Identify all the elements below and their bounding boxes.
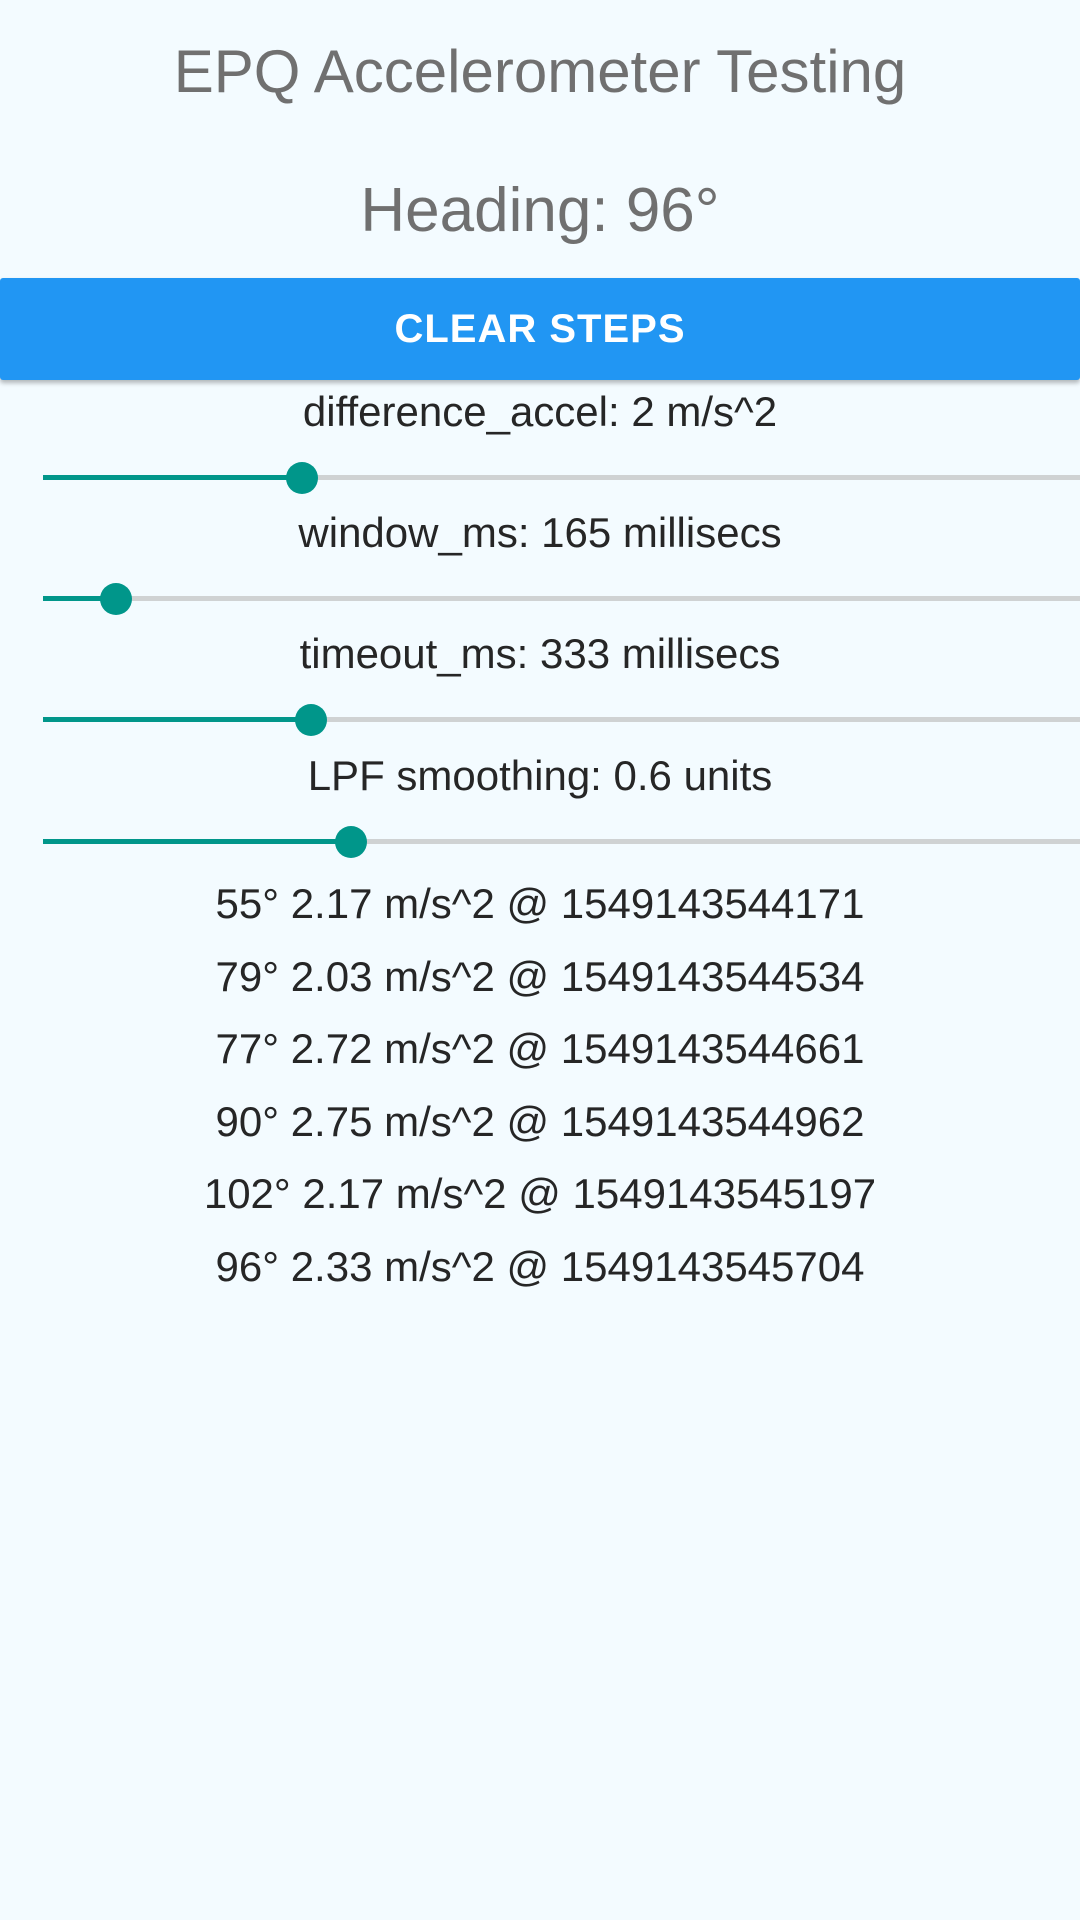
slider-thumb[interactable] [286, 462, 319, 494]
slider-track [43, 839, 1080, 844]
difference-accel-label: difference_accel: 2 m/s^2 [302, 388, 778, 435]
clear-steps-button[interactable]: CLEAR STEPS [0, 278, 1080, 380]
slider-fill [43, 596, 116, 601]
slider-fill [43, 717, 311, 722]
slider-thumb[interactable] [99, 583, 132, 615]
slider-thumb[interactable] [294, 704, 327, 736]
list-item: 77° 2.72 m/s^2 @ 1549143544661 [215, 1025, 865, 1072]
list-item: 79° 2.03 m/s^2 @ 1549143544534 [215, 952, 865, 1000]
step-log-list: 55° 2.17 m/s^2 @ 1549143544171 79° 2.03 … [0, 868, 1080, 1303]
window-ms-slider[interactable] [43, 578, 1080, 618]
window-ms-label: window_ms: 165 millisecs [298, 509, 782, 556]
slider-thumb[interactable] [334, 826, 367, 858]
heading-readout: Heading: 96° [360, 176, 720, 245]
timeout-ms-slider[interactable] [43, 699, 1080, 739]
list-item: 96° 2.33 m/s^2 @ 1549143545704 [215, 1242, 865, 1290]
slider-fill [43, 475, 303, 480]
list-item: 55° 2.17 m/s^2 @ 1549143544171 [215, 880, 865, 927]
list-item: 102° 2.17 m/s^2 @ 1549143545197 [203, 1170, 877, 1217]
slider-track [43, 717, 1080, 722]
lpf-smoothing-slider[interactable] [43, 821, 1080, 861]
slider-track [43, 475, 1080, 480]
timeout-ms-label: timeout_ms: 333 millisecs [299, 630, 781, 677]
difference-accel-slider[interactable] [43, 457, 1080, 497]
app-title: EPQ Accelerometer Testing [173, 38, 907, 105]
lpf-smoothing-label: LPF smoothing: 0.6 units [307, 752, 773, 799]
slider-track [43, 596, 1080, 601]
list-item: 90° 2.75 m/s^2 @ 1549143544962 [215, 1097, 865, 1145]
slider-fill [43, 839, 351, 844]
